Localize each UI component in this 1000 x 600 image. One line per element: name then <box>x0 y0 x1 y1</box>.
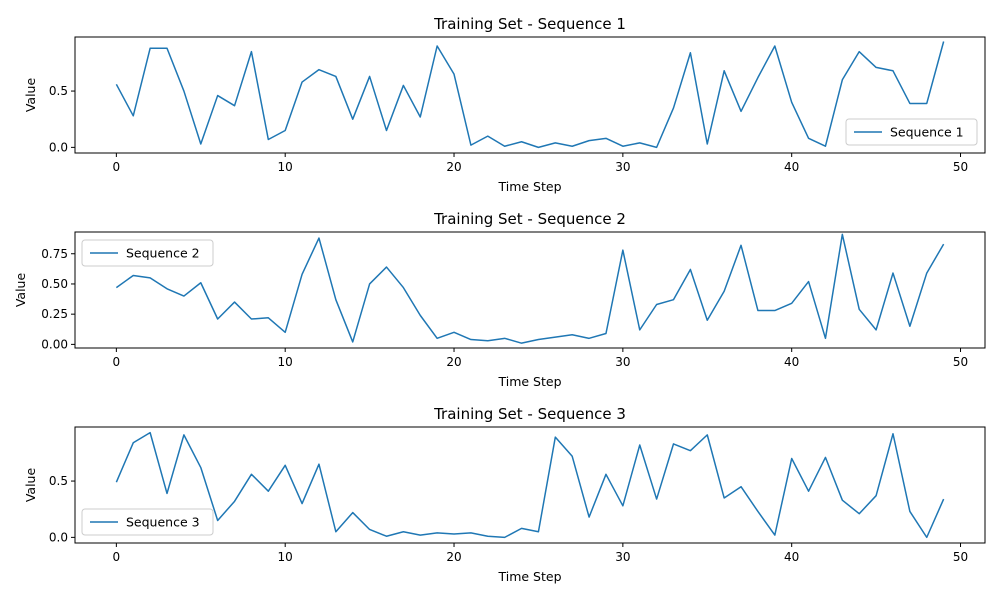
series-line <box>115 431 945 539</box>
legend-label: Sequence 2 <box>126 246 200 261</box>
subplot-2: Training Set - Sequence 2 Time Step Valu… <box>13 210 986 389</box>
legend-box <box>845 118 978 146</box>
legend: Sequence 1 <box>845 118 978 146</box>
y-tick-label: 0.5 <box>49 474 68 488</box>
x-tick-label: 40 <box>784 550 799 564</box>
series-lines <box>115 233 945 344</box>
y-tick-label: 0.5 <box>49 84 68 98</box>
legend-box <box>81 239 214 267</box>
legend: Sequence 2 <box>81 239 214 267</box>
y-axis-label: Value <box>13 273 28 308</box>
x-tick-label: 40 <box>784 160 799 174</box>
chart-title: Training Set - Sequence 1 <box>433 15 626 33</box>
y-tick-label: 0.75 <box>41 247 68 261</box>
x-axis-label: Time Step <box>497 569 561 584</box>
y-axis-label: Value <box>23 468 38 503</box>
x-tick-label: 10 <box>278 355 293 369</box>
x-tick-label: 0 <box>113 160 121 174</box>
x-tick-label: 50 <box>953 355 968 369</box>
x-tick-label: 10 <box>278 160 293 174</box>
x-tick-label: 0 <box>113 355 121 369</box>
y-tick-label: 0.25 <box>41 307 68 321</box>
x-tick-label: 30 <box>615 160 630 174</box>
axis-ticks: 0 10 20 30 40 50 0.0 0.5 <box>49 474 968 564</box>
x-tick-label: 20 <box>446 160 461 174</box>
x-tick-label: 50 <box>953 550 968 564</box>
legend: Sequence 3 <box>81 508 214 536</box>
legend-label: Sequence 3 <box>126 515 200 530</box>
subplot-1: Training Set - Sequence 1 Time Step Valu… <box>23 15 986 194</box>
subplot-3: Training Set - Sequence 3 Time Step Valu… <box>23 405 986 584</box>
plot-frame <box>74 231 986 349</box>
legend-label: Sequence 1 <box>890 125 964 140</box>
y-tick-label: 0.00 <box>41 337 68 351</box>
x-tick-label: 20 <box>446 550 461 564</box>
axis-ticks: 0 10 20 30 40 50 0.00 0.25 0.50 0.75 <box>41 247 968 369</box>
x-tick-label: 30 <box>615 550 630 564</box>
x-tick-label: 30 <box>615 355 630 369</box>
plot-frame <box>74 426 986 544</box>
x-tick-label: 0 <box>113 550 121 564</box>
axis-ticks: 0 10 20 30 40 50 0.0 0.5 <box>49 84 968 174</box>
plot-frame <box>74 36 986 154</box>
series-lines <box>115 41 945 149</box>
chart-title: Training Set - Sequence 3 <box>433 405 626 423</box>
series-line <box>115 233 945 344</box>
x-tick-label: 50 <box>953 160 968 174</box>
y-tick-label: 0.0 <box>49 530 68 544</box>
y-axis-label: Value <box>23 78 38 113</box>
chart-title: Training Set - Sequence 2 <box>433 210 626 228</box>
x-axis-label: Time Step <box>497 374 561 389</box>
x-tick-label: 20 <box>446 355 461 369</box>
series-line <box>115 41 945 149</box>
legend-box <box>81 508 214 536</box>
x-axis-label: Time Step <box>497 179 561 194</box>
x-tick-label: 10 <box>278 550 293 564</box>
y-tick-label: 0.50 <box>41 277 68 291</box>
series-lines <box>115 431 945 539</box>
x-tick-label: 40 <box>784 355 799 369</box>
y-tick-label: 0.0 <box>49 140 68 154</box>
